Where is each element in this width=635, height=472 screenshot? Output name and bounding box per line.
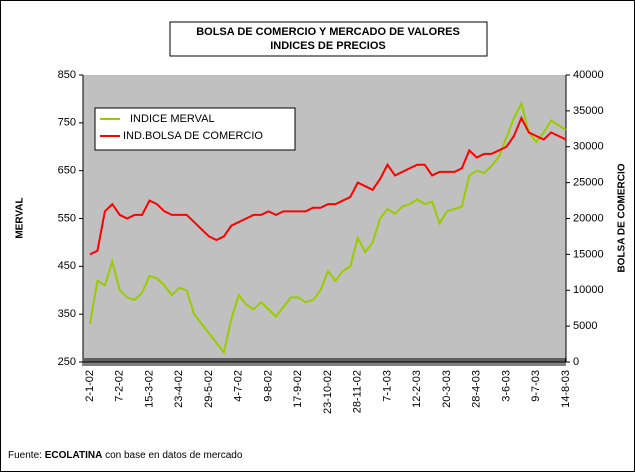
y2-tick-label: 15000 bbox=[573, 248, 604, 260]
footer-prefix: Fuente: bbox=[8, 450, 42, 461]
x-tick-label: 29-5-02 bbox=[203, 370, 215, 408]
x-tick-label: 23-4-02 bbox=[173, 370, 185, 408]
y-tick-label: 550 bbox=[58, 212, 76, 224]
x-tick-label: 3-6-03 bbox=[500, 370, 512, 402]
legend-label: INDICE MERVAL bbox=[130, 113, 215, 125]
x-tick-label: 23-10-02 bbox=[322, 370, 334, 414]
y2-tick-label: 25000 bbox=[573, 177, 604, 189]
y-tick-label: 350 bbox=[58, 308, 76, 320]
y-tick-label: 250 bbox=[58, 356, 76, 368]
x-tick-label: 2-1-02 bbox=[84, 370, 96, 402]
x-tick-label: 15-3-02 bbox=[143, 370, 155, 408]
x-tick-label: 7-1-03 bbox=[381, 370, 393, 402]
legend-label: IND.BOLSA DE COMERCIO bbox=[123, 130, 263, 142]
y2-tick-label: 5000 bbox=[573, 320, 597, 332]
chart-title: BOLSA DE COMERCIO Y MERCADO DE VALORES bbox=[196, 26, 460, 38]
chart-subtitle: INDICES DE PRECIOS bbox=[270, 40, 386, 52]
line-series bbox=[89, 100, 567, 355]
y2-tick-label: 10000 bbox=[573, 284, 604, 296]
y2-axis-label: BOLSA DE COMERCIO bbox=[617, 163, 628, 272]
y2-tick-label: 40000 bbox=[573, 69, 604, 81]
x-tick-label: 14-8-03 bbox=[560, 370, 572, 408]
line-series bbox=[89, 115, 567, 256]
footer-suffix: con base en datos de mercado bbox=[105, 450, 243, 461]
y-tick-label: 650 bbox=[58, 165, 76, 177]
x-tick-label: 17-9-02 bbox=[292, 370, 304, 408]
x-tick-label: 7-2-02 bbox=[114, 370, 126, 402]
footer: Fuente: ECOLATINA con base en datos de m… bbox=[8, 450, 243, 461]
x-tick-label: 12-2-03 bbox=[411, 370, 423, 408]
y-axis-label: MERVAL bbox=[15, 197, 26, 238]
legend-box bbox=[94, 107, 296, 151]
y2-tick-label: 35000 bbox=[573, 105, 604, 117]
x-tick-label: 28-11-02 bbox=[352, 370, 364, 413]
x-tick-label: 28-4-03 bbox=[471, 370, 483, 408]
x-tick-label: 4-7-02 bbox=[233, 370, 245, 402]
y2-tick-label: 20000 bbox=[573, 212, 604, 224]
y-tick-label: 750 bbox=[58, 117, 76, 129]
y-tick-label: 850 bbox=[58, 69, 76, 81]
x-tick-label: 9-8-02 bbox=[262, 370, 274, 402]
x-tick-label: 9-7-03 bbox=[530, 370, 542, 402]
y2-tick-label: 0 bbox=[573, 356, 579, 368]
footer-source: ECOLATINA bbox=[45, 450, 103, 461]
x-tick-label: 20-3-03 bbox=[441, 370, 453, 408]
y2-tick-label: 30000 bbox=[573, 141, 604, 153]
title-box bbox=[169, 21, 488, 57]
y-tick-label: 450 bbox=[58, 260, 76, 272]
